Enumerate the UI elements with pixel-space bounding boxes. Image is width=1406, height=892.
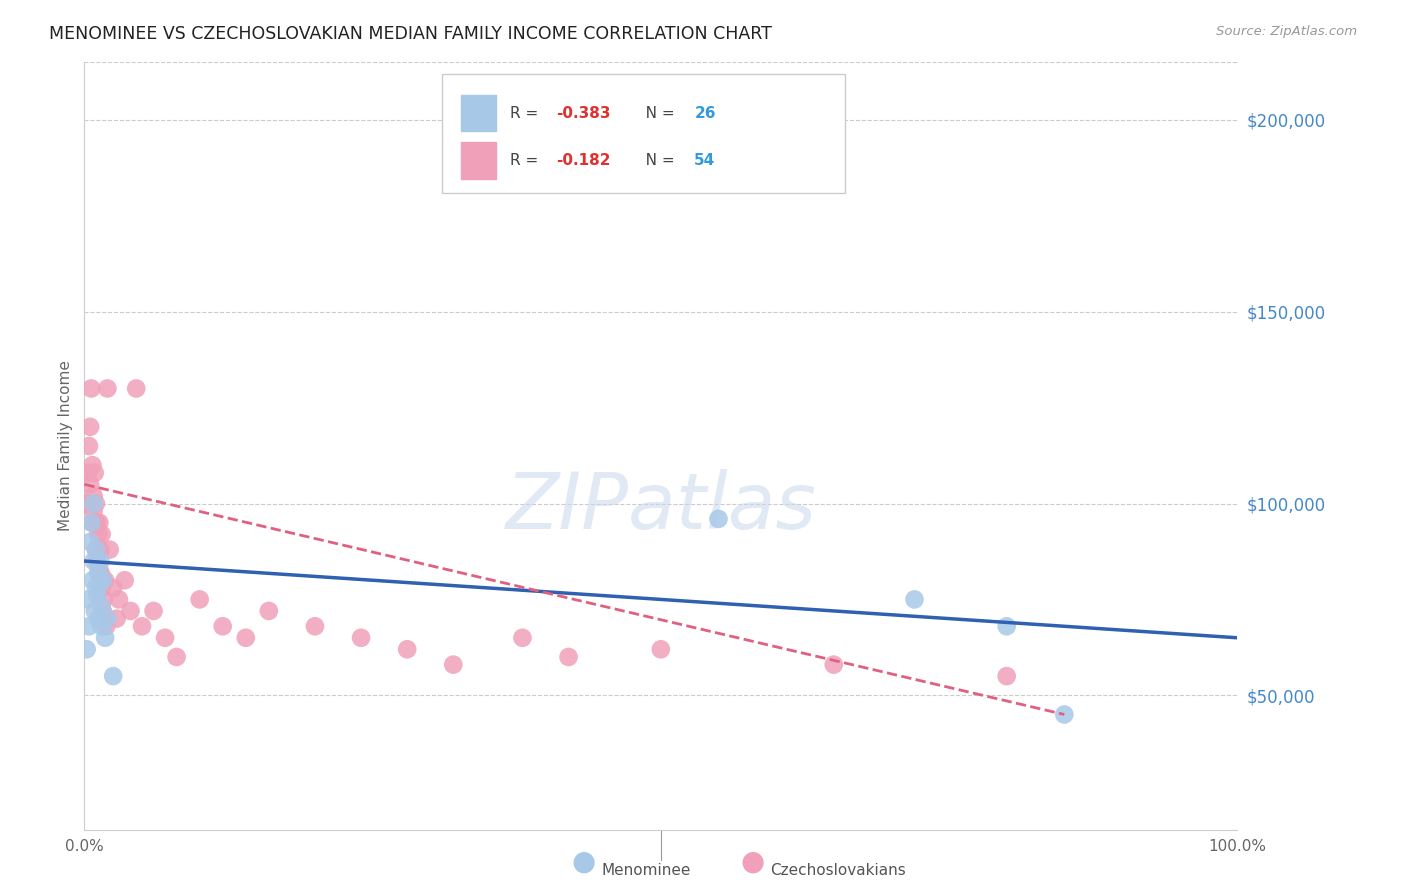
Point: [93, 592, 115, 607]
Point: [86, 554, 108, 568]
Point: [94, 631, 117, 645]
Point: [98, 542, 121, 557]
Point: [304, 619, 326, 633]
Point: [823, 657, 845, 672]
Point: [83, 496, 105, 510]
Point: [108, 592, 131, 607]
Point: [90, 527, 112, 541]
Text: 54: 54: [695, 153, 716, 168]
Point: [84, 542, 107, 557]
Point: [396, 642, 419, 657]
Point: [87, 612, 110, 626]
Bar: [461, 95, 496, 131]
Text: -0.182: -0.182: [555, 153, 610, 168]
Point: [90, 581, 112, 595]
Text: Source: ZipAtlas.com: Source: ZipAtlas.com: [1216, 25, 1357, 38]
Point: [512, 631, 534, 645]
Point: [76, 466, 98, 480]
Point: [142, 604, 165, 618]
Point: [235, 631, 257, 645]
Point: [87, 542, 110, 557]
Text: -0.383: -0.383: [555, 105, 610, 120]
Text: R =: R =: [510, 153, 543, 168]
Point: [89, 566, 111, 580]
Point: [91, 573, 114, 587]
Point: [84, 496, 107, 510]
Point: [131, 619, 153, 633]
Point: [995, 619, 1018, 633]
Point: [94, 573, 117, 587]
Point: [90, 619, 112, 633]
Point: [82, 516, 104, 530]
Point: [86, 589, 108, 603]
Point: [91, 604, 114, 618]
FancyBboxPatch shape: [441, 74, 845, 193]
Point: [83, 516, 105, 530]
Point: [166, 649, 188, 664]
Point: [80, 516, 103, 530]
Point: [79, 534, 101, 549]
Point: [903, 592, 925, 607]
Point: [87, 527, 110, 541]
Y-axis label: Median Family Income: Median Family Income: [58, 360, 73, 532]
Point: [96, 381, 118, 395]
Point: [91, 573, 114, 587]
Point: [79, 419, 101, 434]
Point: [89, 566, 111, 580]
Point: [76, 496, 98, 510]
Point: [650, 642, 672, 657]
Point: [79, 477, 101, 491]
Point: [103, 669, 124, 683]
Point: [83, 466, 105, 480]
Text: ●: ●: [571, 848, 596, 876]
Point: [90, 600, 112, 615]
Text: Menominee: Menominee: [602, 863, 692, 878]
Point: [84, 542, 107, 557]
Point: [557, 649, 579, 664]
Point: [77, 439, 100, 453]
Point: [89, 577, 111, 591]
Point: [96, 619, 118, 633]
Point: [188, 592, 211, 607]
Text: 26: 26: [695, 105, 716, 120]
Text: Czechoslovakians: Czechoslovakians: [770, 863, 907, 878]
Point: [105, 612, 128, 626]
Text: ZIPatlas: ZIPatlas: [505, 469, 817, 545]
Text: N =: N =: [631, 153, 679, 168]
Point: [87, 566, 110, 580]
Point: [153, 631, 176, 645]
Point: [114, 573, 136, 587]
Point: [1053, 707, 1076, 722]
Point: [86, 516, 108, 530]
Point: [83, 504, 105, 518]
Point: [89, 516, 111, 530]
Point: [125, 381, 148, 395]
Point: [80, 381, 103, 395]
Point: [995, 669, 1018, 683]
Point: [441, 657, 464, 672]
Text: R =: R =: [510, 105, 543, 120]
Point: [83, 489, 105, 503]
Text: ●: ●: [740, 848, 765, 876]
Point: [211, 619, 233, 633]
Point: [82, 573, 104, 587]
Point: [350, 631, 373, 645]
Point: [83, 604, 105, 618]
Point: [76, 592, 98, 607]
Text: N =: N =: [631, 105, 679, 120]
Point: [120, 604, 142, 618]
Point: [257, 604, 280, 618]
Point: [89, 542, 111, 557]
Point: [707, 512, 730, 526]
Text: MENOMINEE VS CZECHOSLOVAKIAN MEDIAN FAMILY INCOME CORRELATION CHART: MENOMINEE VS CZECHOSLOVAKIAN MEDIAN FAMI…: [49, 25, 772, 43]
Point: [76, 642, 98, 657]
Point: [84, 581, 107, 595]
Point: [89, 554, 111, 568]
Point: [96, 612, 118, 626]
Point: [83, 554, 105, 568]
Point: [77, 619, 100, 633]
Bar: [461, 142, 496, 179]
Point: [103, 581, 124, 595]
Point: [82, 458, 104, 473]
